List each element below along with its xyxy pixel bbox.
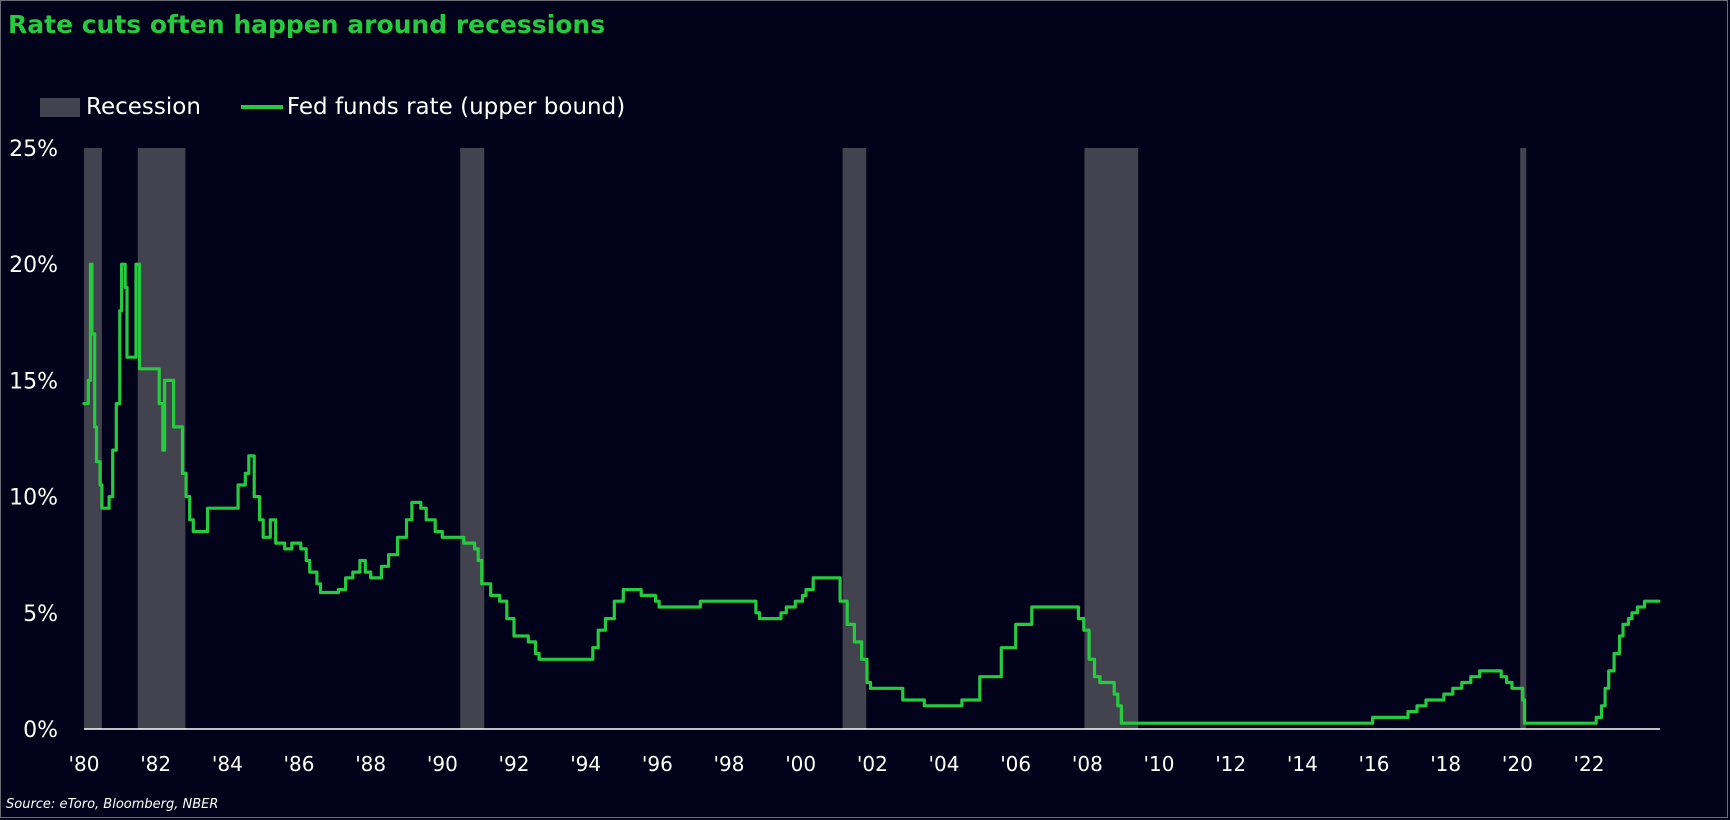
x-tick-label-2022: '22: [1574, 752, 1605, 776]
x-tick-label-1990: '90: [427, 752, 458, 776]
legend-label-recession: Recession: [86, 94, 201, 120]
legend-item-recession: Recession: [40, 94, 201, 120]
x-tick-label-2000: '00: [785, 752, 816, 776]
y-tick-label-20: 20%: [9, 253, 58, 278]
recession-band-4: [842, 148, 867, 729]
chart-title: Rate cuts often happen around recessions: [8, 10, 606, 39]
recession-band-6: [1520, 148, 1527, 729]
x-tick-label-2010: '10: [1144, 752, 1175, 776]
x-tick-label-1982: '82: [140, 752, 171, 776]
series-line-fed-funds-rate: [82, 262, 1661, 725]
y-tick-label-25: 25%: [9, 137, 58, 162]
x-tick-label-2014: '14: [1287, 752, 1318, 776]
x-tick-label-2002: '02: [857, 752, 888, 776]
x-tick-label-1994: '94: [570, 752, 601, 776]
x-tick-label-1980: '80: [69, 752, 100, 776]
x-tick-label-1986: '86: [284, 752, 315, 776]
x-tick-label-2016: '16: [1359, 752, 1390, 776]
y-tick-label-5: 5%: [23, 602, 58, 627]
x-tick-label-2018: '18: [1430, 752, 1461, 776]
x-tick-label-2008: '08: [1072, 752, 1103, 776]
legend-label-fed-funds: Fed funds rate (upper bound): [286, 94, 626, 120]
chart-plot: 0% 5% 10% 15% 20% 25% '80 '82 '84 '86 '88 '90 '92 '94…: [9, 137, 1661, 776]
y-tick-label-15: 15%: [9, 369, 58, 394]
x-tick-label-2004: '04: [929, 752, 960, 776]
source-note: Source: eToro, Bloomberg, NBER: [6, 797, 219, 812]
x-tick-label-2020: '20: [1502, 752, 1533, 776]
legend-item-fed-funds: Fed funds rate (upper bound): [240, 94, 626, 120]
recession-band-5: [1084, 148, 1139, 729]
x-tick-label-1996: '96: [642, 752, 673, 776]
recession-band-3: [460, 148, 485, 729]
x-tick-label-1988: '88: [355, 752, 386, 776]
x-tick-label-2006: '06: [1000, 752, 1031, 776]
y-tick-label-10: 10%: [9, 486, 58, 511]
x-tick-label-1998: '98: [714, 752, 745, 776]
x-tick-label-2012: '12: [1215, 752, 1246, 776]
recession-swatch: [40, 97, 80, 117]
x-tick-label-1992: '92: [499, 752, 530, 776]
recession-band-1: [84, 148, 102, 729]
legend: Recession Fed funds rate (upper bound): [40, 92, 665, 122]
y-tick-label-0: 0%: [23, 718, 58, 743]
x-tick-label-1984: '84: [212, 752, 243, 776]
fed-funds-swatch: [240, 105, 283, 109]
